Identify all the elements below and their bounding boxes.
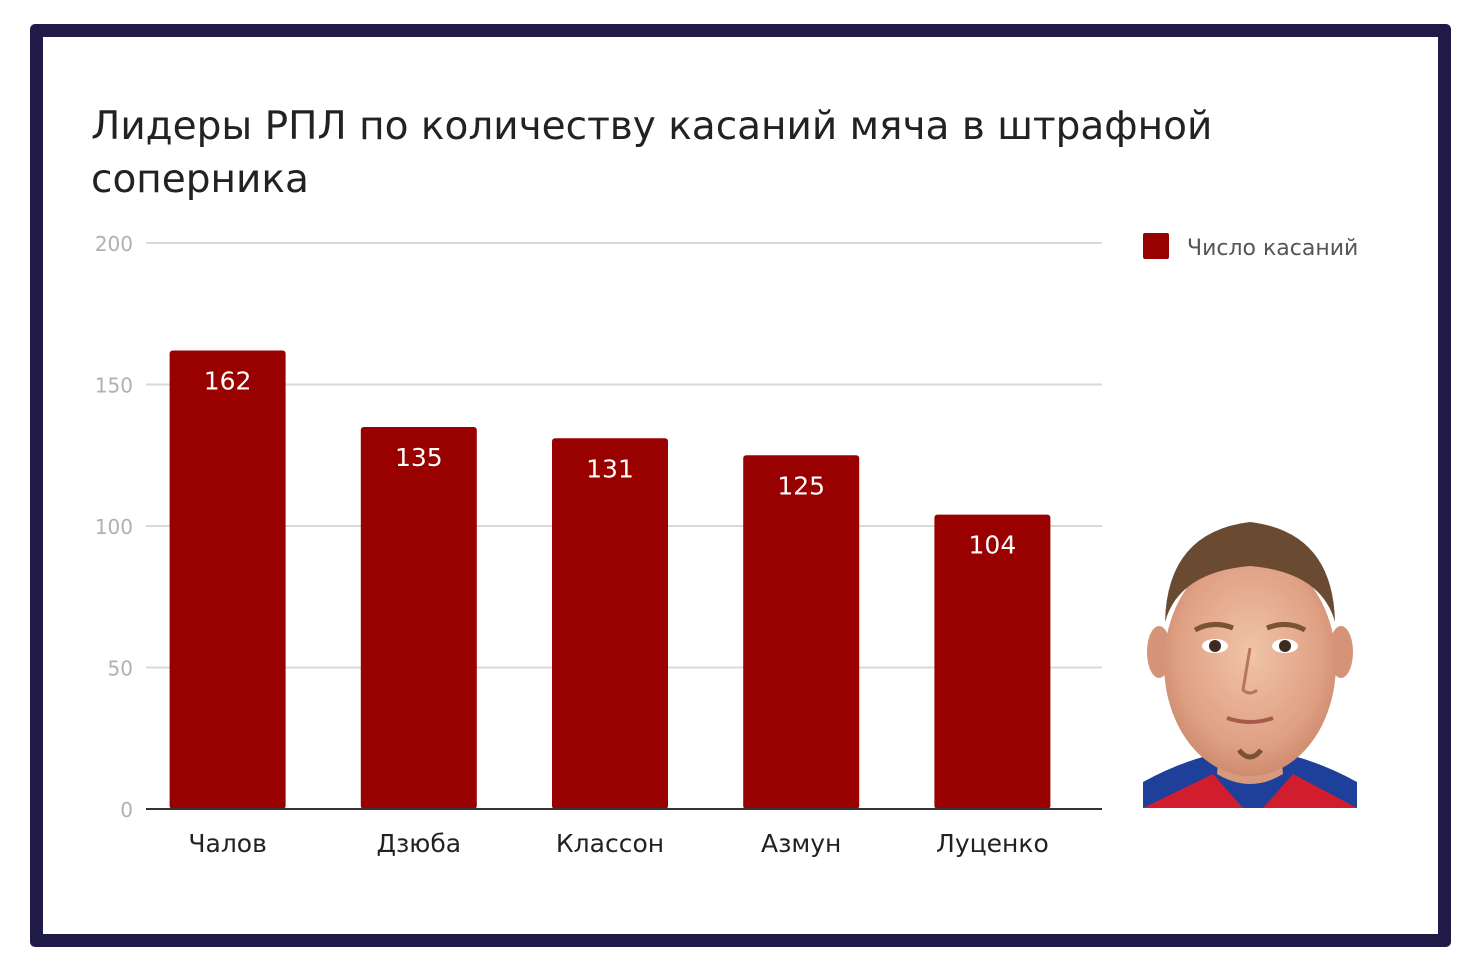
bar-value-label: 125 [777,471,825,500]
legend-label: Число касаний [1187,236,1358,261]
legend: Число касаний [1143,233,1358,261]
bar-value-label: 162 [204,367,252,396]
bar [552,438,668,809]
bar [169,350,286,809]
x-category-label: Дзюба [376,829,461,858]
y-tick-label: 50 [108,657,133,681]
bar [934,514,1051,809]
bar-value-label: 135 [395,443,443,472]
bar [360,426,477,809]
y-axis-ticks: 0 50 100 150 200 [95,232,133,822]
bar [743,455,860,809]
bar-value-label: 104 [969,531,1017,560]
y-tick-label: 0 [120,798,133,822]
x-category-label: Луценко [936,829,1049,858]
y-tick-label: 100 [95,515,133,539]
player-portrait-photo [1143,522,1357,808]
x-category-label: Чалов [188,829,266,858]
x-category-label: Классон [556,829,664,858]
y-tick-label: 150 [95,374,133,398]
bar-value-label: 131 [586,454,634,483]
x-category-label: Азмун [761,829,841,858]
legend-swatch [1143,233,1169,259]
y-tick-label: 200 [95,232,133,256]
x-axis-labels: Чалов Дзюба Классон Азмун Луценко [188,829,1048,858]
bars: 162 135 131 125 104 [169,350,1051,809]
chart-title: Лидеры РПЛ по количеству касаний мяча в … [91,104,1213,202]
